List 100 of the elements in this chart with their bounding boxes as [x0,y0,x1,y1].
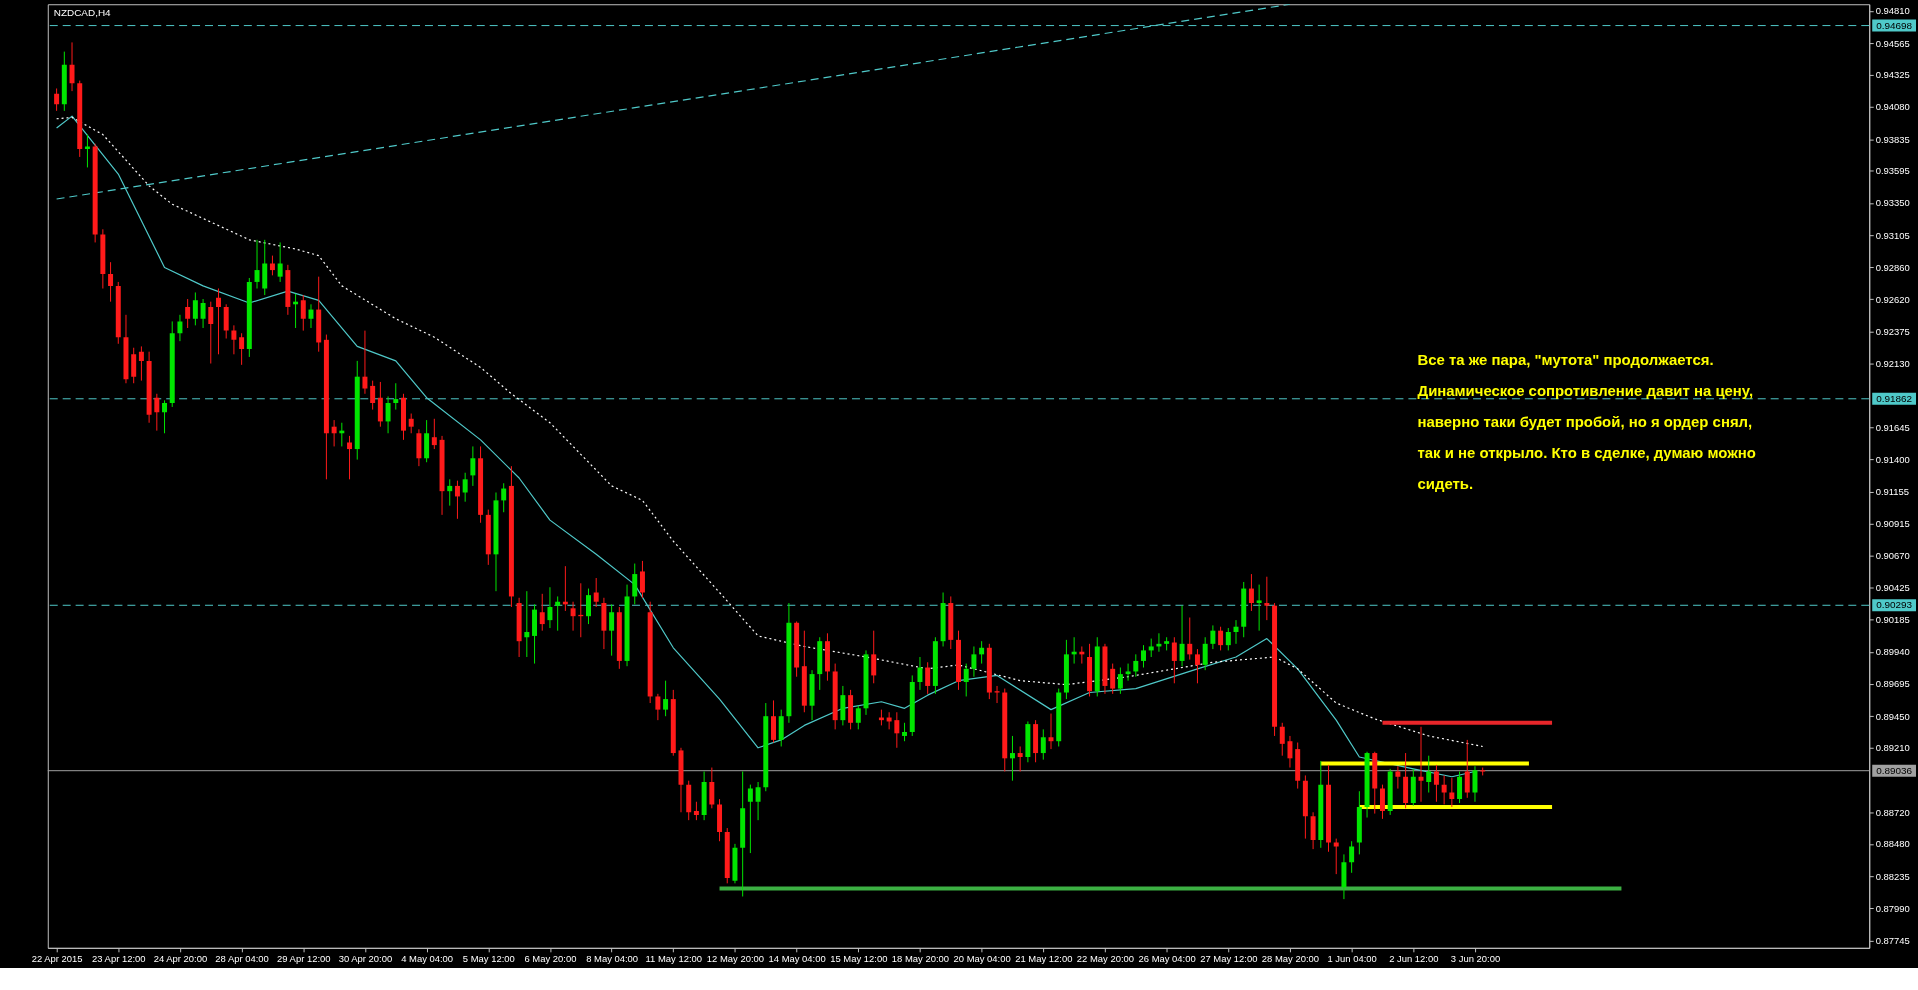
candlestick [108,261,114,303]
x-tick-label: 27 May 12:00 [1200,953,1258,965]
y-tick-label: 0.89450 [1875,710,1910,722]
candlestick [1287,735,1293,769]
candlestick [370,380,376,411]
candlestick [454,480,460,520]
candlestick [431,418,437,450]
candlestick [632,563,638,605]
candlestick [393,382,399,411]
ref-line-label: 0.90293 [1876,599,1913,611]
candlestick [570,601,576,632]
candlestick [1449,777,1455,808]
candlestick [917,656,923,691]
x-tick-label: 28 May 20:00 [1261,953,1320,965]
candlestick [1210,624,1216,650]
candlestick [1457,770,1463,804]
y-tick-label: 0.89210 [1875,742,1910,754]
candlestick [347,435,353,480]
candlestick [747,784,753,854]
x-tick-label: 11 May 12:00 [645,953,703,965]
y-tick-label: 0.91400 [1875,454,1910,466]
candlestick [1040,728,1046,761]
candlestick [547,586,553,629]
x-tick-label: 12 May 20:00 [706,953,765,965]
candlestick [1225,627,1231,651]
x-tick-label: 3 Jun 20:00 [1450,953,1501,965]
y-tick-label: 0.93835 [1875,133,1910,145]
x-tick-label: 14 May 04:00 [768,953,826,965]
x-tick-label: 18 May 20:00 [891,953,950,965]
x-tick-label: 22 Apr 2015 [31,953,83,965]
candlestick [200,298,206,329]
y-tick-label: 0.88720 [1875,806,1910,818]
candlestick [239,332,245,366]
candlestick [963,663,969,697]
candlestick [408,413,414,434]
x-tick-label: 4 May 04:00 [401,953,454,965]
y-tick-label: 0.92375 [1875,325,1910,337]
candlestick [709,767,715,809]
candlestick [755,781,761,821]
ref-line-label: 0.91862 [1876,392,1913,404]
x-tick-label: 30 Apr 20:00 [338,953,393,965]
y-tick-label: 0.93105 [1875,229,1910,241]
y-tick-label: 0.87990 [1875,902,1910,914]
candlestick [1433,764,1439,803]
x-tick-label: 1 Jun 04:00 [1327,953,1377,965]
candlestick [231,324,237,355]
candlestick [902,722,908,742]
candlestick [470,445,476,487]
x-tick-label: 5 May 12:00 [462,953,515,965]
candlestick [1441,774,1447,805]
x-tick-label: 26 May 04:00 [1138,953,1196,965]
candlestick [1426,755,1432,794]
candlestick [1464,739,1470,799]
ref-line-label: 0.94698 [1876,19,1913,31]
candlestick [1349,840,1355,874]
candlestick [1117,667,1123,695]
candlestick [1110,663,1116,695]
candlestick [1248,573,1254,612]
candlestick [925,661,931,695]
candlestick [1218,626,1224,651]
candlestick [979,640,985,665]
candlestick [377,381,383,428]
y-tick-label: 0.87745 [1875,935,1910,947]
candlestick [1141,644,1146,669]
candlestick [1310,811,1316,850]
candlestick [1279,722,1285,757]
candlestick [54,87,60,112]
x-tick-label: 29 Apr 12:00 [277,953,331,965]
y-tick-label: 0.90670 [1875,550,1910,562]
candlestick [177,314,183,342]
candlestick [586,588,591,625]
candlestick [855,705,861,730]
candlestick [1256,584,1262,632]
y-tick-label: 0.94810 [1875,5,1910,17]
x-tick-label: 8 May 04:00 [586,953,639,965]
candlestick [655,693,661,721]
candlestick [555,595,561,632]
candlestick [1264,576,1270,621]
y-tick-label: 0.94080 [1875,101,1910,113]
candlestick [269,255,275,276]
candlestick [154,393,160,432]
x-tick-label: 24 Apr 20:00 [153,953,208,965]
y-tick-label: 0.89940 [1875,646,1910,658]
candlestick [894,711,900,749]
candlestick [1202,636,1208,671]
x-tick-label: 20 May 04:00 [953,953,1011,965]
x-tick-label: 23 Apr 12:00 [92,953,146,965]
candlestick [254,239,260,290]
y-tick-label: 0.93350 [1875,197,1910,209]
candlestick [216,288,221,355]
candlestick [1125,663,1131,682]
candlestick [539,593,545,632]
y-tick-label: 0.89695 [1875,678,1910,690]
candlestick [1379,784,1385,820]
candlestick [308,303,314,329]
y-tick-label: 0.94325 [1875,69,1910,81]
candlestick [1133,653,1139,678]
y-tick-label: 0.88235 [1875,870,1910,882]
y-tick-label: 0.94565 [1875,37,1910,49]
y-tick-label: 0.90185 [1875,613,1910,625]
